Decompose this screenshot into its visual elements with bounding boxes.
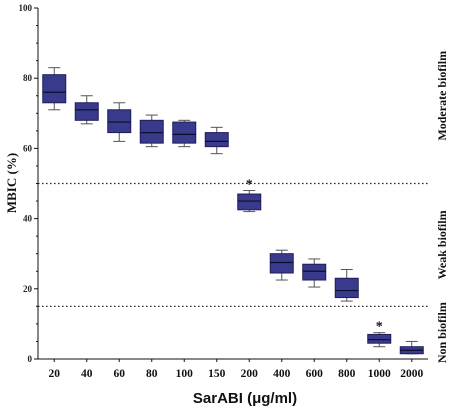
y-tick-label: 60 — [23, 143, 33, 153]
box-iqr — [237, 193, 262, 211]
box-iqr — [204, 132, 229, 148]
box-400 — [269, 249, 294, 281]
y-tick-label: 40 — [23, 214, 33, 224]
box-2000 — [399, 340, 424, 355]
axes-group: 0 20 40 60 80 100 20 40 60 80 100 150 200 400 600 800 10… — [19, 3, 428, 380]
box-20 — [42, 67, 67, 111]
box-iqr — [42, 74, 67, 104]
y-tick-label: 80 — [23, 73, 33, 83]
box-150 — [204, 126, 229, 155]
box-600 — [302, 258, 327, 288]
y-axis-label: MBIC (%) — [4, 153, 19, 213]
box-80 — [139, 114, 164, 148]
x-tick-label: 150 — [208, 368, 226, 380]
x-tick-label: 60 — [114, 368, 126, 380]
x-tick-label: 400 — [273, 368, 291, 380]
x-tick-label: 80 — [146, 368, 158, 380]
box-iqr — [107, 109, 132, 134]
y-tick-label: 20 — [23, 284, 33, 294]
box-iqr — [74, 102, 99, 121]
box-iqr — [302, 263, 327, 281]
box-60 — [107, 102, 132, 142]
x-tick-label: 100 — [176, 368, 194, 380]
x-tick-label: 20 — [49, 368, 61, 380]
labels-group: * * Moderate biofilm Weak biofilm Non biofil… — [246, 51, 449, 363]
box-800 — [334, 268, 359, 302]
significance-star: * — [376, 320, 383, 335]
boxes-group — [42, 67, 424, 355]
box-iqr — [334, 277, 359, 299]
threshold-lines-group — [38, 182, 428, 308]
box-100 — [172, 119, 197, 148]
box-iqr — [367, 333, 392, 344]
x-tick-label: 2000 — [400, 368, 423, 380]
box-iqr — [139, 119, 164, 144]
box-iqr — [269, 253, 294, 274]
significance-star: * — [246, 178, 253, 193]
x-tick-label: 40 — [81, 368, 93, 380]
x-tick-label: 800 — [338, 368, 356, 380]
x-tick-label: 200 — [241, 368, 259, 380]
y-tick-label: 0 — [28, 354, 33, 364]
zone-label: Moderate biofilm — [435, 51, 449, 141]
x-tick-label: 600 — [306, 368, 324, 380]
box-iqr — [172, 121, 197, 144]
zone-label: Weak biofilm — [435, 210, 449, 279]
box-1000 — [367, 332, 392, 348]
y-tick-label: 100 — [19, 3, 33, 13]
box-40 — [74, 95, 99, 125]
x-tick-label: 1000 — [368, 368, 391, 380]
box-200 — [237, 190, 262, 213]
zone-label: Non biofilm — [435, 302, 449, 363]
x-axis-label: SarABI (μg/ml) — [193, 390, 297, 407]
